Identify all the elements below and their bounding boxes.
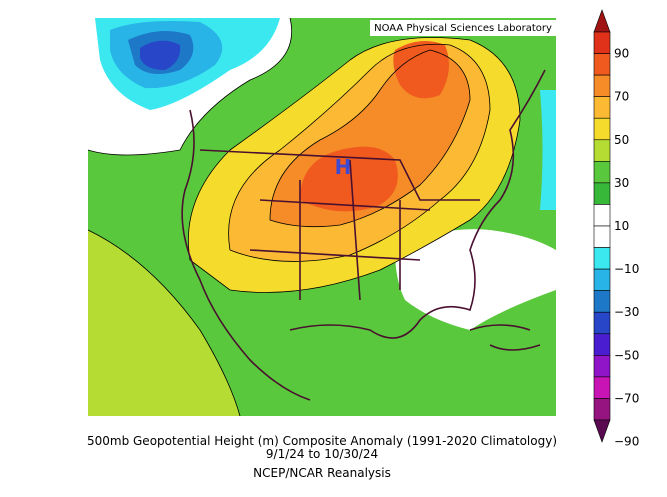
- colorbar-tick-label: 70: [614, 90, 629, 104]
- colorbar-tick-label: −30: [614, 305, 639, 319]
- colorbar-swatch: [593, 355, 611, 378]
- colorbar: 90 70 50 30 10 −10 −30 −50 −70 −90: [593, 9, 639, 449]
- caption-source: NCEP/NCAR Reanalysis: [253, 466, 391, 480]
- colorbar-swatch: [593, 74, 611, 97]
- colorbar-swatch: [593, 96, 611, 119]
- colorbar-tick-label: 50: [614, 133, 629, 147]
- colorbar-swatch: [593, 139, 611, 162]
- caption-dates: 9/1/24 to 10/30/24: [266, 447, 378, 461]
- colorbar-swatch: [593, 161, 611, 184]
- lab-label: NOAA Physical Sciences Laboratory: [374, 23, 552, 34]
- colorbar-swatch: [593, 290, 611, 313]
- colorbar-swatch: [593, 182, 611, 205]
- colorbar-swatch: [593, 31, 611, 54]
- colorbar-tick-label: −90: [614, 435, 639, 449]
- colorbar-end: [593, 9, 611, 33]
- colorbar-tick-label: 90: [614, 47, 629, 61]
- map-panel: H NOAA Physical Sciences Laboratory: [87, 17, 556, 417]
- high-label: H: [335, 155, 352, 179]
- colorbar-swatch: [593, 53, 611, 76]
- colorbar-tick-label: −70: [614, 391, 639, 405]
- colorbar-swatch: [593, 311, 611, 335]
- colorbar-swatch: [593, 204, 611, 227]
- colorbar-swatch: [593, 398, 611, 421]
- colorbar-tick-label: 30: [614, 176, 629, 190]
- colorbar-swatch: [593, 333, 611, 356]
- colorbar-swatch: [593, 376, 611, 399]
- caption-title: 500mb Geopotential Height (m) Composite …: [87, 434, 557, 448]
- colorbar-swatch: [593, 117, 611, 141]
- colorbar-swatch: [593, 225, 611, 248]
- colorbar-swatch: [593, 247, 611, 270]
- colorbar-tick-label: −50: [614, 348, 639, 362]
- colorbar-tick-label: −10: [614, 262, 639, 276]
- colorbar-swatch: [593, 268, 611, 291]
- colorbar-tick-label: 10: [614, 219, 629, 233]
- colorbar-end: [593, 419, 611, 443]
